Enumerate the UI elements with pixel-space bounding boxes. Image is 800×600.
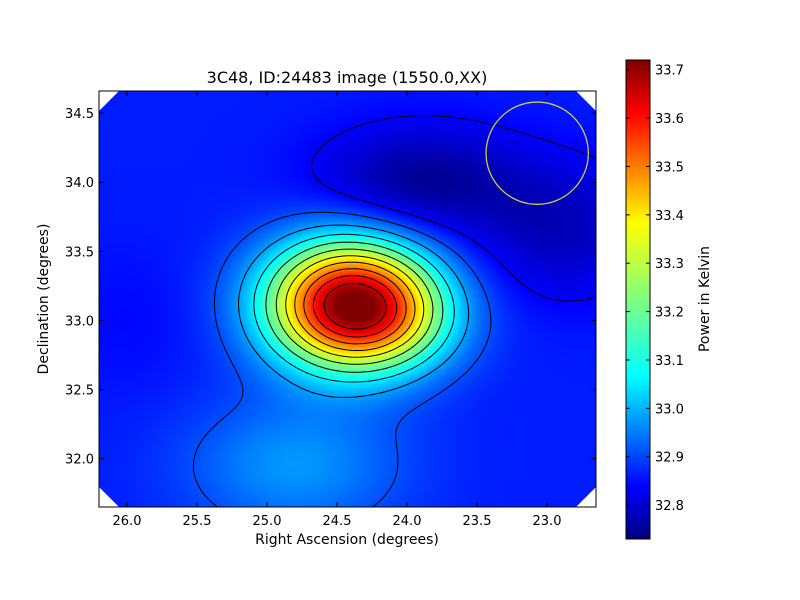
colorbar-tick-label: 32.9 <box>655 451 684 466</box>
corner-masks <box>99 91 596 507</box>
corner-mask-3 <box>576 487 596 507</box>
contour-line-8 <box>303 268 407 345</box>
y-axis: 32.0 32.5 33.0 33.5 34.0 34.5 <box>65 107 596 468</box>
colorbar-tick-label: 33.0 <box>655 402 684 417</box>
x-tick-label: 26.0 <box>113 514 142 529</box>
colorbar-tick-label: 32.8 <box>655 499 684 514</box>
contour-line-4 <box>265 241 444 373</box>
corner-mask-0 <box>99 91 119 111</box>
heatmap-image <box>99 91 596 507</box>
y-tick-label: 32.5 <box>65 384 94 399</box>
chart-title: 3C48, ID:24483 image (1550.0,XX) <box>207 68 488 87</box>
x-tick-label: 25.0 <box>253 514 282 529</box>
contour-line-7 <box>294 261 416 351</box>
x-tick-label: 24.5 <box>323 514 352 529</box>
contour-line-1 <box>192 211 492 507</box>
contour-line-10 <box>323 283 387 330</box>
contour-lines <box>192 115 596 507</box>
y-tick-label: 33.0 <box>65 314 94 329</box>
corner-mask-1 <box>576 91 596 111</box>
x-axis: 26.0 25.5 25.0 24.5 24.0 23.5 23.0 <box>113 91 562 529</box>
plot-frame <box>98 90 597 508</box>
colorbar-tick-label: 33.7 <box>655 64 684 79</box>
contour-line-6 <box>285 255 425 358</box>
contour-line-0 <box>311 115 596 302</box>
contour-line-2 <box>238 224 470 398</box>
y-tick-label: 32.0 <box>65 453 94 468</box>
colorbar-tick-label: 33.5 <box>655 160 684 175</box>
beam-circle <box>485 101 589 205</box>
colorbar-tick-label: 33.1 <box>655 354 684 369</box>
colorbar-label: Power in Kelvin <box>697 246 713 352</box>
colorbar-tick-label: 33.4 <box>655 209 684 224</box>
contour-line-9 <box>312 275 398 338</box>
x-axis-label: Right Ascension (degrees) <box>255 532 439 548</box>
contour-line-5 <box>275 248 434 365</box>
colorbar <box>625 59 651 540</box>
corner-mask-2 <box>99 487 119 507</box>
y-tick-label: 34.0 <box>65 176 94 191</box>
x-tick-label: 24.0 <box>393 514 422 529</box>
y-tick-label: 34.5 <box>65 107 94 122</box>
y-tick-label: 33.5 <box>65 245 94 260</box>
x-tick-label: 25.5 <box>183 514 212 529</box>
colorbar-tick-label: 33.2 <box>655 306 684 321</box>
y-axis-label: Declination (degrees) <box>36 224 52 375</box>
colorbar-tick-label: 33.6 <box>655 112 684 127</box>
colorbar-tick-label: 33.3 <box>655 257 684 272</box>
x-tick-label: 23.0 <box>533 514 562 529</box>
heatmap-plot-area <box>99 91 596 507</box>
x-tick-label: 23.5 <box>463 514 492 529</box>
colorbar-ticks: 32.8 32.9 33.0 33.1 33.2 33.3 33.4 33.5 33.6 33.7 <box>626 64 684 514</box>
contour-line-3 <box>253 233 455 383</box>
